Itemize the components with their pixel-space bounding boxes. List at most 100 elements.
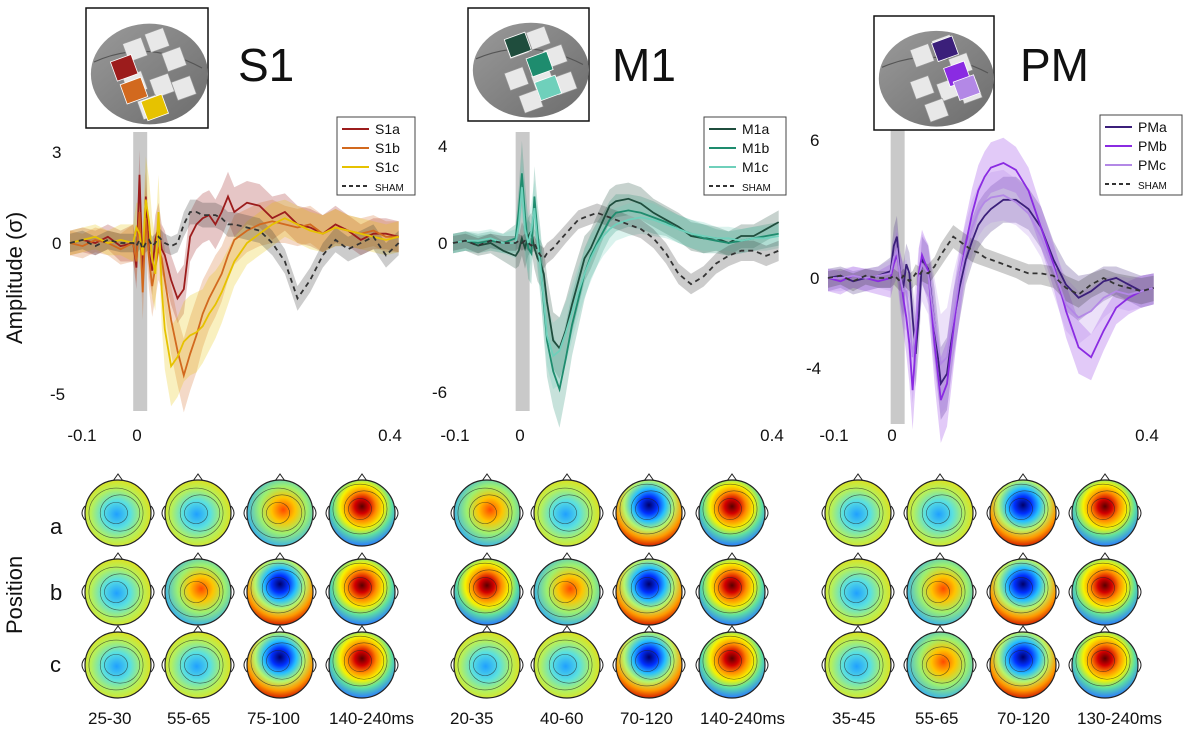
topo-nose [1017,473,1029,482]
topo-map [612,473,686,547]
topo-ear-right [681,657,686,673]
topo-head [328,631,396,699]
topo-ear-left [450,505,455,521]
x-tick-label: -0.1 [440,426,469,445]
topo-contour [839,646,881,684]
x-tick-label: 0.4 [760,426,784,445]
topo-contour [184,581,208,603]
series-line-S1a [69,174,399,301]
topo-ear-right [1137,584,1142,600]
topo-nose [192,625,204,634]
topo-head [906,479,974,547]
x-tick-label: 0.4 [1135,426,1159,445]
topo-contour [718,498,742,520]
topo-contour [553,581,577,603]
topo-ear-right [681,584,686,600]
topo-contour [828,487,884,539]
topo-contour [104,654,128,676]
legend-label: SHAM [742,183,771,194]
topo-contour [473,502,497,524]
topo-contour [250,487,306,539]
topo-contour [1086,642,1128,680]
topo-nose [561,552,573,561]
topo-contour [168,487,224,539]
topo-ear-left [325,584,330,600]
topo-contour [630,490,672,528]
x-tick-label: 0 [515,426,524,445]
topo-nose [643,552,655,561]
topo-map [1068,625,1142,699]
brain-region-M1c [534,74,563,102]
legend-label: SHAM [375,183,404,194]
chart-panel-s1: 3 0 -5 -0.1 0 0.4 S1a S1b S1c SHAM [50,7,416,445]
window-label: 75-100 [247,709,300,728]
topo-map [161,552,235,626]
topo-map [450,625,524,699]
window-label: 20-35 [450,709,494,728]
topo-contour [1075,483,1131,535]
brain-sulcus [93,50,203,69]
series-line-PMb [827,162,1154,401]
series-line-PMc [828,194,1154,366]
topo-map [243,625,317,699]
topo-contour [1091,498,1115,520]
topo-contour [839,573,881,611]
topo-head [84,631,152,699]
topo-map [81,625,155,699]
topo-contour [537,566,593,618]
topo-contour [713,642,755,680]
window-label: 35-45 [832,709,876,728]
topo-contour [702,483,758,535]
topo-map [821,552,895,626]
topo-contour [1075,562,1131,614]
topo-head [533,479,601,547]
topo-ear-right [1055,505,1060,521]
topo-head [453,631,521,699]
topo-nose [192,552,204,561]
topo-map [986,473,1060,547]
topo-contour [844,654,868,676]
series-line-S1b [69,211,399,379]
topo-map [903,625,977,699]
window-label: 140-240ms [329,709,415,728]
topo-ear-left [612,505,617,521]
topo-contour [266,650,290,672]
legend-label: PMb [1138,138,1167,154]
topo-map [612,625,686,699]
topo-ear-right [764,505,769,521]
topo-contour [926,581,950,603]
topo-contour [993,562,1049,614]
series-line-SHAM [827,235,1154,296]
topo-map [530,625,604,699]
row-label-b: b [50,580,63,605]
topo-contour [99,573,141,611]
brain-region-S1c [140,93,170,122]
topo-head [164,631,232,699]
topo-head [328,479,396,547]
topo-contour [1009,498,1033,520]
title-s1: S1 [238,39,295,91]
topo-nose [1099,625,1111,634]
topo-contour [473,654,497,676]
topo-ear-right [1137,505,1142,521]
topo-contour [261,494,303,532]
window-label: 70-120 [620,709,673,728]
topo-nose [481,473,493,482]
topo-contour [250,562,306,614]
topo-nose [1099,552,1111,561]
topo-map [450,473,524,547]
topo-contour [168,639,224,691]
topo-contour [1086,569,1128,607]
topo-ear-left [81,505,86,521]
topo-map [986,625,1060,699]
topo-contour [266,502,290,524]
series-band-PMa [828,176,1154,420]
topo-contour [548,494,590,532]
topo-map [81,473,155,547]
legend-label: S1b [375,140,400,156]
topo-nose [561,625,573,634]
topo-map [325,625,399,699]
topo-head [533,558,601,626]
topo-contour [261,569,303,607]
topo-head [698,479,766,547]
